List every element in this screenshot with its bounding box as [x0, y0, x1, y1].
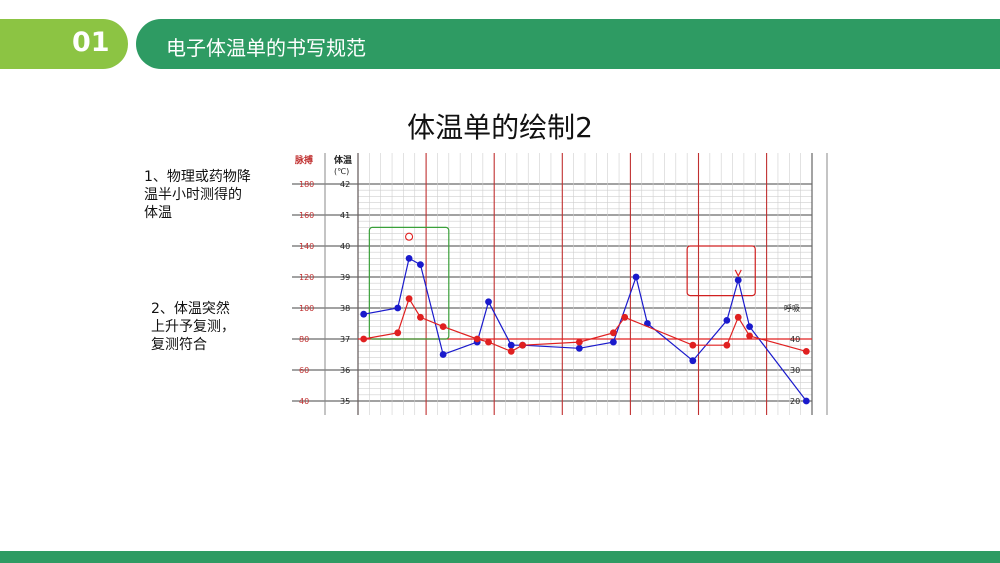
section-title-bar: 电子体温单的书写规范 — [136, 19, 1000, 69]
pulse-tick-label: 160 — [299, 211, 314, 220]
temperature-tick-label: 39 — [340, 273, 350, 282]
series-point-1 — [519, 341, 526, 349]
temperature-axis-unit: (℃) — [334, 167, 349, 176]
series-point-0 — [746, 323, 753, 330]
section-number: 01 — [72, 27, 110, 58]
series-point-1 — [609, 329, 617, 337]
temperature-chart: 脉搏 体温(℃) 呼吸 180 160 140 120 100 80 60 40 42 41 40 39 38… — [292, 153, 832, 415]
series-point-0 — [439, 351, 447, 358]
series-point-0 — [723, 317, 731, 324]
series-point-1 — [507, 348, 515, 355]
series-point-1 — [360, 335, 368, 343]
series-point-0 — [485, 298, 492, 306]
pulse-tick-label: 120 — [299, 273, 314, 282]
note-physical-cooling: 1、物理或药物降 温半小时测得的 体温 — [144, 169, 251, 221]
series-point-1 — [723, 341, 731, 349]
special-mark-circle — [405, 232, 414, 241]
series-point-1 — [746, 332, 753, 340]
temperature-tick-label: 41 — [340, 211, 350, 220]
series-point-1 — [621, 313, 629, 321]
note-recheck: 2、体温突然 上升予复测， 复测符合 — [151, 301, 235, 353]
section-title: 电子体温单的书写规范 — [166, 36, 366, 60]
temperature-tick-label: 38 — [340, 304, 350, 313]
series-point-0 — [689, 357, 697, 365]
series-point-0 — [417, 261, 424, 268]
temperature-axis-label: 体温 — [334, 154, 352, 166]
series-point-0 — [575, 344, 583, 352]
chart-callouts — [368, 226, 756, 340]
respiration-tick-label: 30 — [790, 366, 800, 375]
special-mark-v — [734, 269, 742, 278]
series-point-0 — [609, 338, 617, 346]
series-point-0 — [360, 310, 368, 318]
series-point-1 — [405, 295, 413, 303]
series-point-1 — [485, 338, 492, 346]
series-point-1 — [689, 341, 697, 349]
footer-bar — [0, 551, 1000, 563]
chart-series — [360, 232, 810, 405]
series-point-0 — [644, 320, 651, 327]
series-point-1 — [575, 338, 583, 346]
respiration-tick-label: 20 — [790, 397, 800, 406]
series-point-0 — [394, 304, 402, 312]
pulse-tick-label: 80 — [299, 335, 309, 344]
series-point-0 — [802, 397, 810, 405]
series-point-1 — [439, 323, 447, 330]
respiration-axis-label: 呼吸 — [784, 303, 800, 313]
pulse-tick-label: 40 — [299, 397, 309, 406]
pulse-tick-label: 60 — [299, 366, 309, 375]
series-point-0 — [405, 255, 413, 262]
series-point-1 — [394, 329, 402, 337]
callout-box — [686, 245, 756, 297]
respiration-tick-label: 40 — [790, 335, 800, 344]
slide-title: 体温单的绘制2 — [407, 111, 593, 144]
temperature-tick-label: 35 — [340, 397, 350, 406]
series-point-0 — [734, 276, 742, 284]
chart-axis-labels: 脉搏 体温(℃) 呼吸 180 160 140 120 100 80 60 40 42 41 40 39 38… — [294, 154, 800, 406]
temperature-tick-label: 42 — [340, 180, 350, 189]
chart-grid — [292, 153, 828, 415]
pulse-axis-label: 脉搏 — [294, 154, 313, 166]
series-point-1 — [473, 335, 481, 343]
section-number-badge: 01 — [0, 19, 128, 69]
series-point-0 — [632, 273, 640, 281]
callout-box — [368, 226, 450, 340]
pulse-tick-label: 100 — [299, 304, 314, 313]
pulse-tick-label: 180 — [299, 180, 314, 189]
series-point-1 — [734, 313, 742, 321]
pulse-tick-label: 140 — [299, 242, 314, 251]
series-point-0 — [507, 341, 515, 349]
temperature-tick-label: 40 — [340, 242, 350, 251]
temperature-tick-label: 37 — [340, 335, 350, 344]
series-point-1 — [417, 313, 424, 321]
temperature-tick-label: 36 — [340, 366, 350, 375]
series-point-1 — [802, 348, 810, 355]
